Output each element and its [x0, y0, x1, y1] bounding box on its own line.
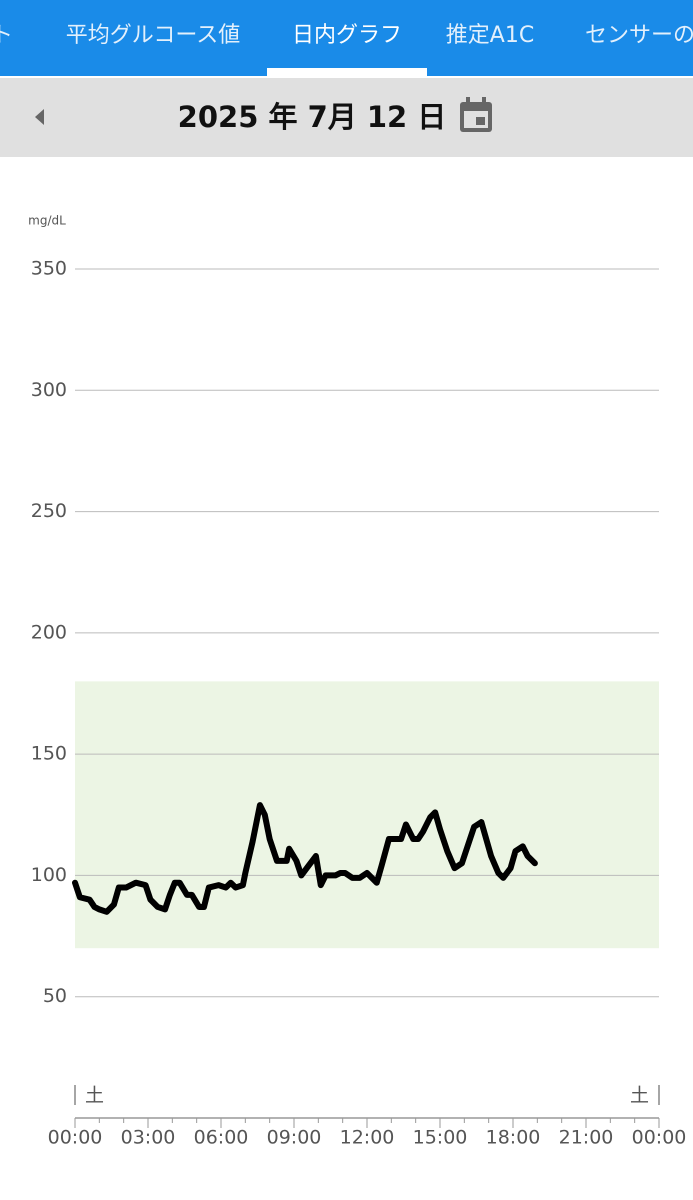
y-axis-label: mg/dL — [28, 214, 66, 228]
target-range — [75, 681, 659, 949]
y-tick-label: 350 — [31, 258, 67, 280]
x-tick-label: 00:00 — [48, 1127, 103, 1149]
day-label: 土 — [630, 1085, 649, 1107]
day-label: 土 — [85, 1085, 104, 1107]
tab[interactable]: 平均グルコース値 — [65, 23, 241, 48]
tab[interactable]: センサーの — [584, 23, 693, 48]
date: 2025 年 7月 12 日 — [177, 100, 447, 134]
x-tick-label: 03:00 — [121, 1127, 176, 1149]
x-tick-label: 21:00 — [559, 1127, 614, 1149]
y-tick-label: 150 — [31, 743, 67, 765]
y-tick-label: 250 — [31, 500, 67, 522]
y-tick-label: 300 — [31, 379, 67, 401]
y-tick-label: 50 — [43, 985, 67, 1007]
date-controls — [35, 97, 492, 132]
x-tick-label: 15:00 — [413, 1127, 468, 1149]
x-tick-label: 12:00 — [340, 1127, 395, 1149]
tab-bar: ト 平均グルコース値 日内グラフ 推定A1C センサーの — [0, 0, 693, 76]
date-bar: 2025 年 7月 12 日 — [0, 78, 693, 157]
calendar-button[interactable] — [460, 97, 492, 132]
tab[interactable]: 推定A1C — [445, 23, 535, 48]
glucose-line — [72, 802, 538, 915]
x-tick-label: 18:00 — [486, 1127, 541, 1149]
tab[interactable]: 日内グラフ — [291, 23, 403, 48]
x-tick-label: 00:00 — [632, 1127, 687, 1149]
tab[interactable]: ト — [0, 23, 14, 48]
y-tick-label: 200 — [31, 621, 67, 643]
prev-button[interactable] — [35, 109, 44, 125]
x-tick-label: 09:00 — [267, 1127, 322, 1149]
y-tick-label: 100 — [31, 864, 67, 886]
x-tick-label: 06:00 — [194, 1127, 249, 1149]
tab-indicator — [267, 68, 427, 76]
chart: mg/dL 50 100 150 200 250 300 350 00:00 03:00 06:00… — [28, 214, 687, 1149]
